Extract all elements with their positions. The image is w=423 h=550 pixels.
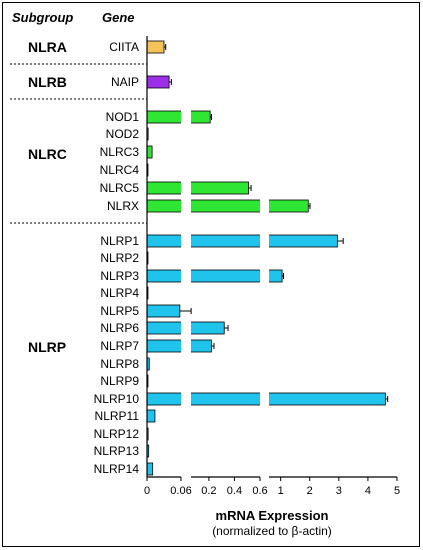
gene-label-nlrp3: NLRP3	[100, 269, 139, 283]
gene-label-nlrp10: NLRP10	[94, 392, 140, 406]
subgroup-label-nlrc: NLRC	[28, 146, 67, 162]
bar-break-nlrc5	[181, 181, 191, 195]
x-axis-sublabel: (normalized to β-actin)	[212, 524, 332, 538]
x-tick-label: 4	[365, 485, 371, 497]
gene-label-nlrp5: NLRP5	[100, 304, 139, 318]
bar-break-nlrp6	[181, 321, 191, 335]
gene-label-ciita: CIITA	[109, 40, 139, 54]
bar-break-nlrp3	[181, 269, 191, 283]
gene-label-naip: NAIP	[111, 75, 139, 89]
subgroup-label-nlrb: NLRB	[28, 74, 67, 90]
gene-label-nlrp9: NLRP9	[100, 374, 139, 388]
bar-break-nlrp7	[181, 339, 191, 353]
bar-naip	[146, 75, 170, 89]
gene-label-nlrc4: NLRC4	[100, 163, 140, 177]
gene-label-nlrp14: NLRP14	[94, 462, 140, 476]
gene-label-nlrp11: NLRP11	[95, 409, 140, 423]
bar-nlrx	[146, 199, 309, 213]
x-tick-label: 0.06	[170, 485, 191, 497]
bar-nlrp14	[146, 462, 154, 476]
bar-nlrp7	[146, 339, 212, 353]
gene-label-nlrp7: NLRP7	[100, 339, 139, 353]
bar-break-nlrx	[260, 199, 269, 213]
gene-label-nod2: NOD2	[106, 127, 140, 141]
figure-frame	[2, 2, 420, 547]
subgroup-label-nlra: NLRA	[28, 39, 67, 55]
gene-label-nlrc3: NLRC3	[100, 145, 140, 159]
bar-nlrp11	[146, 409, 156, 423]
subgroup-label-nlrp: NLRP	[28, 339, 66, 355]
bar-break-nlrp1	[260, 234, 269, 248]
bar-nlrp5	[146, 304, 181, 318]
bar-nod1	[146, 110, 211, 124]
bar-break-nlrp3	[260, 269, 269, 283]
bar-break-nod1	[181, 110, 191, 124]
gene-label-nlrc5: NLRC5	[100, 181, 140, 195]
bar-nlrp1	[146, 234, 338, 248]
bar-break-nlrx	[181, 199, 191, 213]
gene-label-nlrp4: NLRP4	[100, 286, 139, 300]
x-tick-label: 2	[307, 485, 313, 497]
gene-label-nlrp6: NLRP6	[100, 321, 139, 335]
bar-break-nlrp1	[181, 234, 191, 248]
x-tick-label: 5	[394, 485, 400, 497]
bar-nlrc5	[146, 181, 249, 195]
x-tick-label: 0.2	[201, 485, 216, 497]
gene-label-nlrp2: NLRP2	[100, 251, 139, 265]
subgroup-header: Subgroup	[12, 10, 73, 25]
x-tick-label: 0.4	[227, 485, 242, 497]
bar-ciita	[146, 40, 165, 54]
gene-label-nlrx: NLRX	[107, 199, 139, 213]
x-tick-label: 3	[336, 485, 342, 497]
gene-label-nod1: NOD1	[106, 110, 140, 124]
gene-label-nlrp13: NLRP13	[94, 444, 140, 458]
gene-label-nlrp1: NLRP1	[100, 234, 139, 248]
bar-break-nlrp10	[181, 392, 191, 406]
x-axis-label: mRNA Expression	[216, 508, 329, 523]
x-tick-label: 1	[278, 485, 284, 497]
bar-nlrc3	[146, 145, 153, 159]
x-tick-label: 0.6	[252, 485, 267, 497]
gene-label-nlrp12: NLRP12	[94, 427, 140, 441]
bar-break-nlrp10	[260, 392, 269, 406]
gene-header: Gene	[102, 10, 135, 25]
gene-label-nlrp8: NLRP8	[100, 357, 139, 371]
x-tick-label: 0	[144, 485, 150, 497]
